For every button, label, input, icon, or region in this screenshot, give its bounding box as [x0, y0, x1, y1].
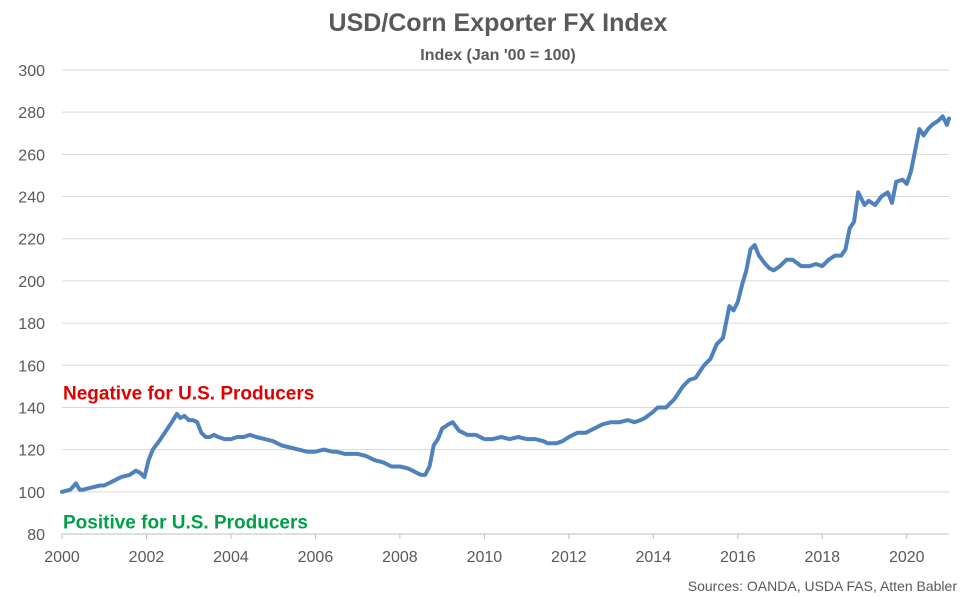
x-tick-label: 2010 [467, 549, 503, 566]
series-group [60, 114, 951, 494]
x-axis-ticks: 2000 2002 2004 2006 2008 2010 2012 2014 2016 2018… [44, 534, 925, 566]
chart-title: USD/Corn Exporter FX Index [329, 9, 668, 37]
source-note: Sources: OANDA, USDA FAS, Atten Babler [688, 578, 958, 594]
y-tick-label: 240 [18, 190, 45, 207]
y-tick-label: 120 [18, 443, 45, 460]
y-tick-label: 140 [18, 400, 45, 417]
y-tick-label: 300 [18, 63, 45, 80]
x-tick-label: 2018 [804, 549, 840, 566]
negative-annotation: Negative for U.S. Producers [63, 384, 314, 405]
y-tick-label: 220 [18, 232, 45, 249]
index-line [60, 114, 951, 494]
x-tick-label: 2006 [298, 549, 334, 566]
x-tick-label: 2014 [636, 549, 672, 566]
positive-annotation: Positive for U.S. Producers [63, 512, 308, 533]
x-tick-label: 2000 [44, 549, 80, 566]
x-tick-label: 2008 [382, 549, 418, 566]
y-tick-label: 180 [18, 316, 45, 333]
x-tick-label: 2016 [720, 549, 756, 566]
chart-subtitle: Index (Jan '00 = 100) [420, 47, 575, 64]
x-tick-label: 2004 [213, 549, 249, 566]
y-tick-label: 100 [18, 485, 45, 502]
x-tick-label: 2002 [129, 549, 165, 566]
y-tick-label: 280 [18, 105, 45, 122]
x-tick-label: 2020 [889, 549, 925, 566]
y-tick-label: 80 [27, 527, 45, 544]
x-tick-label: 2012 [551, 549, 587, 566]
y-tick-label: 160 [18, 358, 45, 375]
y-axis-ticks: 80 100 120 140 160 180 200 220 240 260 280 300 [18, 63, 45, 544]
y-tick-label: 260 [18, 147, 45, 164]
y-tick-label: 200 [18, 274, 45, 291]
gridlines [62, 69, 949, 535]
